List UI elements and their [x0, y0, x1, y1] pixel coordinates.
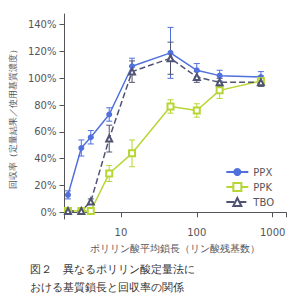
svg-text:ポリリン酸平均鎖長（リン酸残基数）: ポリリン酸平均鎖長（リン酸残基数）	[90, 243, 260, 254]
svg-text:PPK: PPK	[253, 182, 272, 193]
svg-text:40%: 40%	[34, 153, 56, 164]
svg-text:図２ 異なるポリリン酸定量法に: 図２ 異なるポリリン酸定量法に	[30, 263, 195, 276]
svg-text:TBO: TBO	[252, 197, 274, 208]
svg-text:0%: 0%	[41, 207, 57, 218]
svg-text:20%: 20%	[34, 180, 56, 191]
svg-text:60%: 60%	[34, 126, 56, 137]
svg-text:140%: 140%	[28, 19, 57, 30]
svg-text:1000: 1000	[260, 227, 285, 238]
svg-text:100: 100	[187, 227, 206, 238]
svg-text:PPX: PPX	[253, 167, 272, 178]
svg-text:80%: 80%	[34, 100, 56, 111]
svg-text:10: 10	[115, 227, 128, 238]
svg-text:120%: 120%	[28, 46, 57, 57]
svg-text:100%: 100%	[28, 73, 57, 84]
svg-text:回収率（定量結果／使用基質濃度）: 回収率（定量結果／使用基質濃度）	[8, 45, 18, 189]
svg-text:おける基質鎖長と回収率の関係: おける基質鎖長と回収率の関係	[30, 281, 184, 294]
